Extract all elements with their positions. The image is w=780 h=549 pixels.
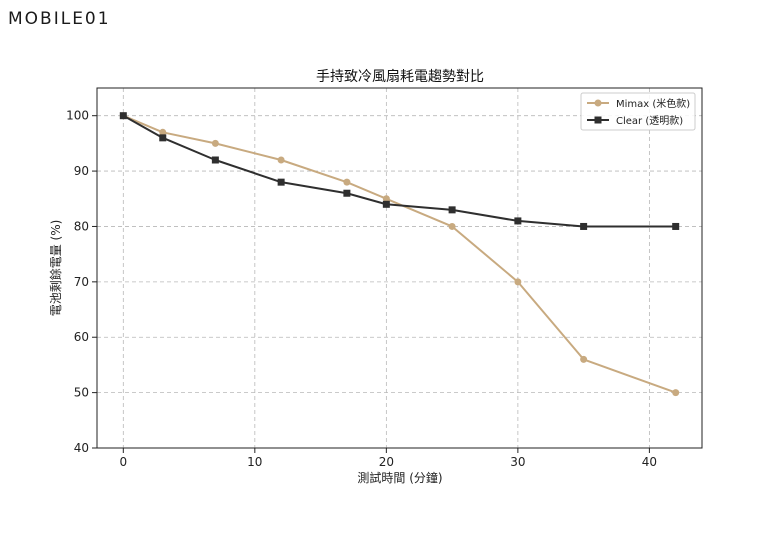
y-tick-label: 100 <box>66 109 89 123</box>
y-axis-title: 電池剩餘電量 (%) <box>48 220 63 317</box>
series-layer <box>119 112 680 397</box>
data-point-mimax <box>514 278 522 286</box>
data-point-clear <box>382 200 390 208</box>
data-point-mimax <box>211 139 219 147</box>
legend-box <box>580 92 696 131</box>
x-tick-label: 40 <box>642 455 657 469</box>
data-point-clear <box>343 189 351 197</box>
series-clear <box>119 112 680 230</box>
y-axis: 40 50 60 70 80 90 100 <box>66 109 97 455</box>
x-tick-label: 30 <box>510 455 525 469</box>
data-point-clear <box>211 156 219 164</box>
data-point-mimax <box>580 355 588 363</box>
x-tick-label: 10 <box>247 455 262 469</box>
y-tick-label: 90 <box>74 164 89 178</box>
data-point-mimax <box>343 178 351 186</box>
brand-logo-text: MOBILE01 <box>8 9 111 29</box>
legend-label: Clear (透明款) <box>616 114 683 127</box>
y-tick-label: 80 <box>74 219 89 233</box>
y-tick-label: 40 <box>74 441 89 455</box>
data-point-clear <box>277 178 285 186</box>
series-line-mimax <box>122 114 677 394</box>
legend: Mimax (米色款) Clear (透明款) <box>580 92 696 131</box>
data-point-clear <box>580 222 588 230</box>
legend-item-clear: Clear (透明款) <box>587 114 683 127</box>
brand-logo: MOBILE01 <box>8 6 111 32</box>
data-point-mimax <box>382 195 390 203</box>
data-point-mimax <box>277 156 285 164</box>
data-point-clear <box>119 112 127 120</box>
x-axis-title: 測試時間 (分鐘) <box>357 470 442 485</box>
chart-title: 手持致冷風扇耗電趨勢對比 <box>316 69 484 85</box>
series-line-clear <box>122 114 676 228</box>
legend-item-mimax: Mimax (米色款) <box>587 97 690 110</box>
x-axis: 0 10 20 30 40 <box>119 448 657 469</box>
data-point-clear <box>448 206 456 214</box>
data-point-mimax <box>448 222 456 230</box>
y-tick-label: 70 <box>74 275 89 289</box>
chart-grid <box>97 88 702 449</box>
legend-marker <box>594 99 602 107</box>
y-tick-label: 50 <box>74 386 89 400</box>
x-tick-label: 20 <box>379 455 394 469</box>
data-point-mimax <box>672 389 680 397</box>
y-tick-label: 60 <box>74 330 89 344</box>
data-point-mimax <box>159 128 167 136</box>
data-point-clear <box>159 134 167 142</box>
legend-label: Mimax (米色款) <box>616 97 690 110</box>
data-point-clear <box>672 222 680 230</box>
x-tick-label: 0 <box>119 455 127 469</box>
legend-marker <box>594 116 602 124</box>
plot-area <box>96 87 703 449</box>
data-point-clear <box>514 217 522 225</box>
